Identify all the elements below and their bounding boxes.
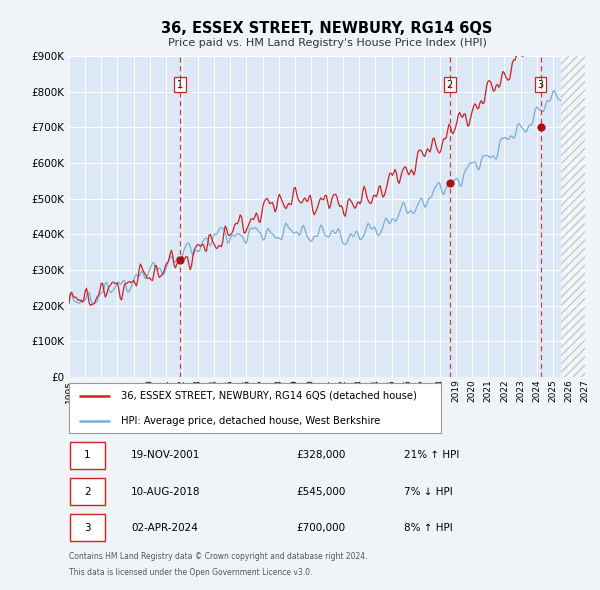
Text: 19-NOV-2001: 19-NOV-2001 xyxy=(131,450,200,460)
Text: 21% ↑ HPI: 21% ↑ HPI xyxy=(404,450,460,460)
Text: Price paid vs. HM Land Registry's House Price Index (HPI): Price paid vs. HM Land Registry's House … xyxy=(167,38,487,48)
Point xyxy=(536,123,545,132)
Text: 1: 1 xyxy=(84,450,91,460)
Text: Contains HM Land Registry data © Crown copyright and database right 2024.: Contains HM Land Registry data © Crown c… xyxy=(69,552,367,561)
Text: £545,000: £545,000 xyxy=(296,487,346,497)
FancyBboxPatch shape xyxy=(70,478,105,505)
Text: 2: 2 xyxy=(84,487,91,497)
Text: £328,000: £328,000 xyxy=(296,450,346,460)
Text: 7% ↓ HPI: 7% ↓ HPI xyxy=(404,487,453,497)
Text: 02-APR-2024: 02-APR-2024 xyxy=(131,523,198,533)
FancyBboxPatch shape xyxy=(69,382,440,432)
Text: HPI: Average price, detached house, West Berkshire: HPI: Average price, detached house, West… xyxy=(121,415,380,425)
Text: 10-AUG-2018: 10-AUG-2018 xyxy=(131,487,200,497)
Text: 3: 3 xyxy=(84,523,91,533)
Bar xyxy=(561,56,585,377)
Text: 2: 2 xyxy=(446,80,453,90)
Text: 36, ESSEX STREET, NEWBURY, RG14 6QS: 36, ESSEX STREET, NEWBURY, RG14 6QS xyxy=(161,21,493,35)
FancyBboxPatch shape xyxy=(70,442,105,469)
Point xyxy=(445,178,455,187)
Text: £700,000: £700,000 xyxy=(296,523,345,533)
FancyBboxPatch shape xyxy=(70,514,105,542)
Text: 36, ESSEX STREET, NEWBURY, RG14 6QS (detached house): 36, ESSEX STREET, NEWBURY, RG14 6QS (det… xyxy=(121,391,416,401)
Text: 8% ↑ HPI: 8% ↑ HPI xyxy=(404,523,453,533)
Point xyxy=(175,255,185,265)
Text: 3: 3 xyxy=(538,80,544,90)
Text: This data is licensed under the Open Government Licence v3.0.: This data is licensed under the Open Gov… xyxy=(69,568,313,578)
Text: 1: 1 xyxy=(177,80,183,90)
